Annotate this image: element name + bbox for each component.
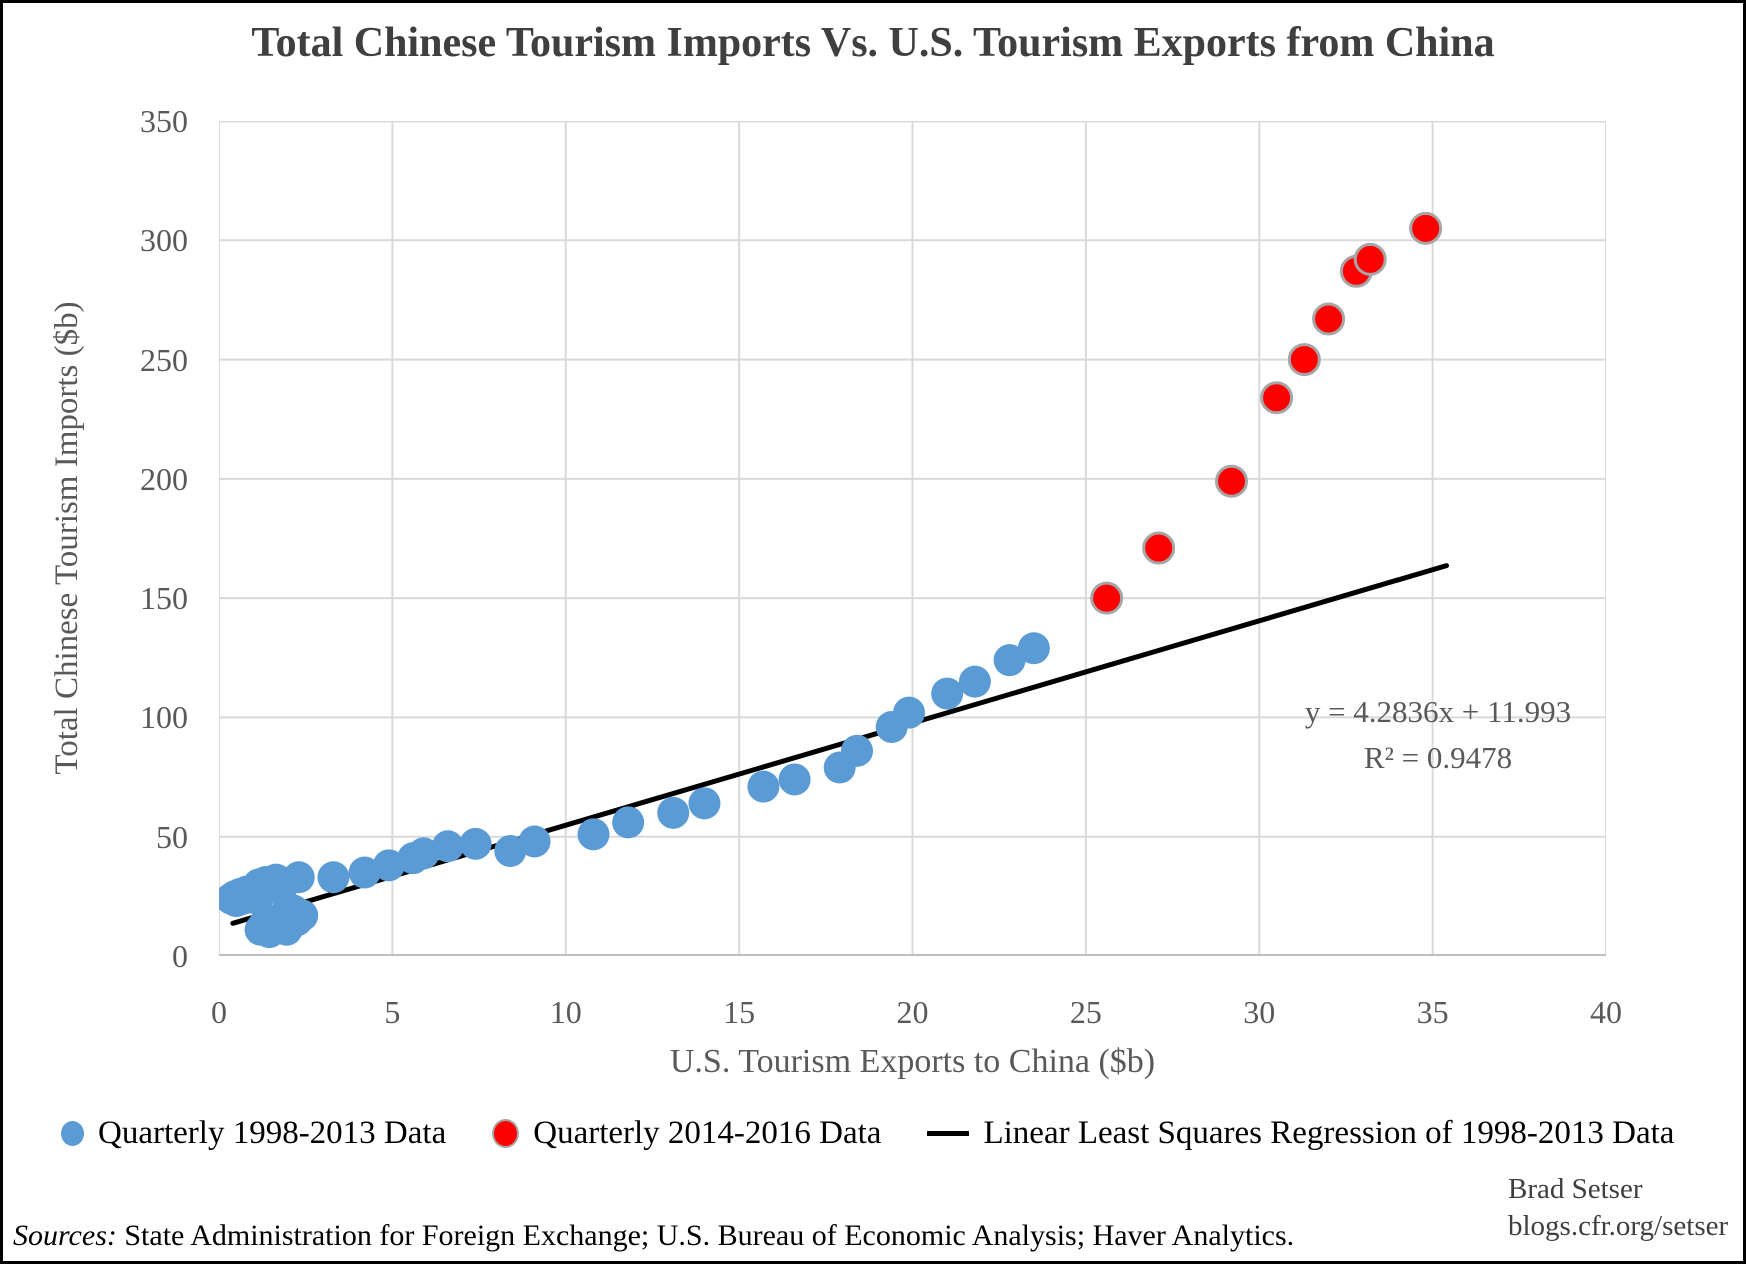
sources-text: State Administration for Foreign Exchang… — [116, 1219, 1295, 1252]
blue-data-point — [657, 796, 690, 829]
red-dot-icon — [492, 1119, 520, 1148]
red-data-point — [1409, 211, 1443, 245]
blue-data-point — [747, 770, 780, 803]
x-tick-label: 35 — [1416, 994, 1449, 1030]
x-tick-label: 5 — [384, 994, 401, 1030]
red-data-point — [1215, 464, 1249, 498]
author-blog-url: blogs.cfr.org/setser — [1508, 1210, 1729, 1242]
red-data-point — [1287, 343, 1321, 377]
blue-data-point — [841, 734, 874, 767]
author-credit: Brad Setser blogs.cfr.org/setser — [1508, 1171, 1738, 1245]
red-data-point — [1353, 242, 1387, 276]
blue-data-point — [958, 665, 991, 698]
red-data-point — [1142, 531, 1176, 565]
legend: Quarterly 1998-2013 Data Quarterly 2014-… — [3, 1115, 1743, 1152]
blue-data-point — [1017, 632, 1050, 665]
red-data-point — [1312, 302, 1346, 336]
red-data-point — [1260, 381, 1294, 415]
sources-note: Sources: State Administration for Foreig… — [13, 1219, 1313, 1253]
plot-area — [219, 121, 1606, 956]
legend-item-red-series: Quarterly 2014-2016 Data — [492, 1115, 881, 1152]
y-tick-label: 300 — [140, 222, 188, 259]
blue-data-point — [494, 835, 527, 868]
blue-data-point — [317, 861, 350, 894]
x-axis-title: U.S. Tourism Exports to China ($b) — [669, 1043, 1156, 1080]
blue-data-point — [778, 763, 811, 796]
blue-data-point — [577, 818, 610, 851]
blue-data-point — [612, 806, 645, 839]
x-tick-label: 0 — [211, 994, 227, 1030]
sources-label: Sources: — [13, 1219, 117, 1252]
blue-data-point — [518, 825, 551, 858]
regression-annotation: y = 4.2836x + 11.993 R² = 0.9478 — [1258, 689, 1618, 781]
x-tick-label: 30 — [1243, 994, 1276, 1030]
blue-dot-icon — [61, 1121, 84, 1146]
y-tick-label: 150 — [140, 580, 188, 617]
legend-item-blue-series: Quarterly 1998-2013 Data — [61, 1115, 446, 1152]
blue-data-point — [407, 837, 440, 870]
blue-data-point — [348, 856, 381, 889]
blue-data-point — [282, 861, 315, 894]
line-marker-icon — [927, 1131, 970, 1136]
author-name: Brad Setser — [1508, 1173, 1643, 1205]
legend-label-regression: Linear Least Squares Regression of 1998-… — [983, 1115, 1675, 1151]
y-tick-label: 200 — [140, 460, 188, 497]
legend-label-red: Quarterly 2014-2016 Data — [533, 1115, 882, 1151]
scatter-plot-svg — [219, 121, 1606, 956]
blue-data-point — [459, 827, 492, 860]
y-tick-label: 100 — [140, 699, 188, 736]
x-tick-label: 25 — [1069, 994, 1102, 1030]
x-tick-label: 15 — [723, 994, 756, 1030]
y-tick-label: 50 — [156, 818, 188, 855]
blue-data-point — [993, 644, 1026, 677]
chart-title: Total Chinese Tourism Imports Vs. U.S. T… — [251, 20, 1495, 66]
y-tick-label: 350 — [140, 103, 188, 139]
blue-data-point — [372, 849, 405, 882]
y-tick-label: 250 — [140, 341, 188, 378]
regression-r-squared: R² = 0.9478 — [1363, 740, 1513, 775]
blue-data-point — [931, 677, 964, 710]
x-tick-label: 10 — [549, 994, 582, 1030]
blue-data-point — [893, 696, 926, 729]
x-tick-label: 40 — [1590, 994, 1622, 1030]
y-axis-title: Total Chinese Tourism Imports ($b) — [49, 301, 85, 775]
regression-equation: y = 4.2836x + 11.993 — [1304, 694, 1572, 729]
x-tick-label: 20 — [896, 994, 929, 1030]
blue-data-point — [431, 830, 464, 863]
legend-item-regression: Linear Least Squares Regression of 1998-… — [927, 1115, 1674, 1152]
blue-data-point — [688, 787, 721, 820]
legend-label-blue: Quarterly 1998-2013 Data — [98, 1115, 447, 1151]
blue-data-point — [286, 899, 319, 932]
red-data-point — [1090, 581, 1124, 615]
y-tick-label: 0 — [172, 938, 188, 974]
